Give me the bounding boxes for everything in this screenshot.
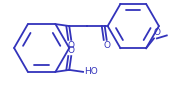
Text: O: O: [68, 41, 75, 50]
Text: O: O: [154, 28, 161, 37]
Text: HO: HO: [84, 67, 98, 76]
Text: O: O: [68, 46, 75, 55]
Text: O: O: [103, 41, 110, 50]
